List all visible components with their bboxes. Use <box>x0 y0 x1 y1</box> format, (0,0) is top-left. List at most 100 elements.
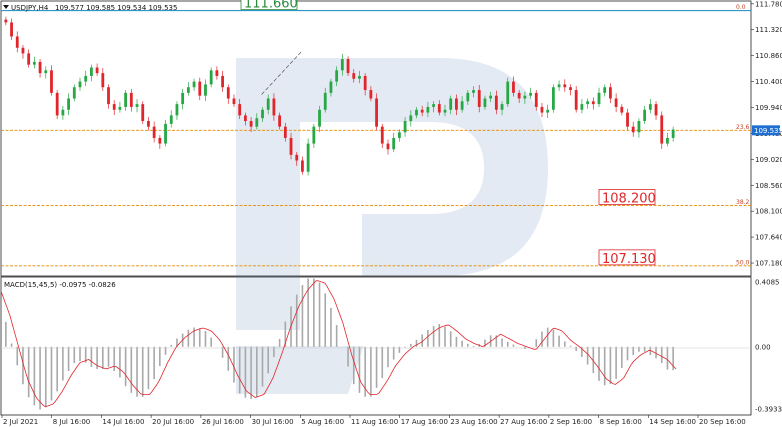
candle-bear <box>10 22 13 37</box>
level-price-label: 111.660 <box>244 0 298 12</box>
candle-bull <box>409 115 413 122</box>
time-tick-label: 2 Jul 2021 <box>3 418 38 426</box>
candle-bull <box>44 70 48 74</box>
candle-bull <box>84 75 88 82</box>
price-tick-label: 111.780 <box>755 0 782 8</box>
candle-bear <box>301 160 304 172</box>
price-panel[interactable] <box>0 0 752 277</box>
candle-bear <box>369 90 373 99</box>
time-tick-label: 23 Aug 16:00 <box>450 418 497 426</box>
candle-bear <box>21 47 25 54</box>
candle-bear <box>346 59 350 74</box>
candle-bull <box>61 109 65 116</box>
candle-bull <box>78 81 82 88</box>
candle-bear <box>380 126 384 144</box>
candle-bear <box>147 121 150 127</box>
candle-bull <box>648 104 652 110</box>
candle-bear <box>614 98 618 107</box>
candle-bear <box>112 104 116 110</box>
fib-ratio-label: 38.2 <box>736 199 750 206</box>
candle-bull <box>306 143 310 172</box>
price-tick-label: 107.180 <box>755 260 782 268</box>
candle-bull <box>358 75 361 79</box>
candle-bull <box>135 104 139 107</box>
candle-bull <box>403 121 407 133</box>
candle-bull <box>266 98 270 110</box>
candle-bear <box>494 95 498 110</box>
price-tick-label: 109.020 <box>755 156 782 164</box>
candle-bear <box>278 115 282 127</box>
candle-bull <box>472 90 475 93</box>
candle-bull <box>312 126 316 144</box>
candle-bear <box>386 143 390 150</box>
chevron-down-icon[interactable] <box>3 5 9 9</box>
level-price-box <box>240 0 298 10</box>
candle-bear <box>152 126 156 138</box>
time-tick-label: 20 Sep 16:00 <box>699 418 746 426</box>
candle-bear <box>477 90 481 107</box>
candle-bull <box>335 70 339 82</box>
candle-bear <box>517 92 521 99</box>
candle-bear <box>38 61 42 74</box>
candle-bull <box>586 101 589 105</box>
watermark-logo <box>236 58 548 394</box>
candle-bull <box>415 109 418 116</box>
candle-bear <box>215 70 219 76</box>
last-price-value: 109.535 <box>754 127 782 135</box>
price-tick-label: 108.560 <box>755 182 782 190</box>
candle-bear <box>295 154 299 161</box>
candle-bull <box>666 137 669 144</box>
macd-tick-label: -0.3933 <box>755 406 782 414</box>
fib-ratio-label: 50.0 <box>736 259 750 266</box>
time-tick-label: 20 Jul 16:00 <box>152 418 194 426</box>
candle-bull <box>603 87 607 93</box>
candle-bear <box>626 112 629 127</box>
time-tick-label: 2 Sep 16:00 <box>550 418 592 426</box>
candle-bear <box>591 101 595 105</box>
macd-tick-label: 0.4085 <box>755 278 780 286</box>
macd-panel[interactable] <box>0 276 752 416</box>
candle-bear <box>363 75 367 91</box>
candle-bull <box>90 67 93 76</box>
candle-bull <box>671 129 675 138</box>
candle-bear <box>50 70 53 93</box>
macd-signal-line <box>0 280 677 408</box>
candle-bear <box>375 98 378 127</box>
candle-bull <box>175 104 179 116</box>
candle-bear <box>238 104 242 116</box>
time-tick-label: 14 Jul 16:00 <box>102 418 144 426</box>
candle-bull <box>181 92 185 105</box>
fib-ratio-label: 0.0 <box>736 4 746 11</box>
candlesticks <box>4 16 675 176</box>
macd-histogram <box>5 278 674 410</box>
candle-bear <box>198 81 202 96</box>
fib-ratio-label: 23.6 <box>736 124 750 131</box>
level-price-box <box>598 189 656 205</box>
candle-bear <box>95 67 99 74</box>
candle-bull <box>443 109 447 113</box>
candle-bear <box>654 104 658 116</box>
time-tick-label: 5 Aug 16:00 <box>301 418 344 426</box>
candle-bear <box>129 92 133 107</box>
candle-bear <box>158 137 162 144</box>
candle-bull <box>426 106 430 113</box>
candle-bull <box>318 109 321 127</box>
time-tick-label: 14 Sep 16:00 <box>649 418 696 426</box>
candle-bull <box>506 81 510 105</box>
time-tick-label: 26 Jul 16:00 <box>202 418 244 426</box>
candle-bear <box>243 115 247 122</box>
candle-bear <box>232 98 236 105</box>
candle-bull <box>32 61 36 65</box>
candle-bull <box>67 98 70 110</box>
candle-bull <box>466 92 470 102</box>
quote-values: 109.577 109.585 109.534 109.535 <box>55 4 177 12</box>
time-tick-label: 27 Aug 16:00 <box>500 418 547 426</box>
candle-bull <box>500 104 504 110</box>
candle-bull <box>460 101 464 110</box>
candle-bull <box>529 92 532 96</box>
candle-bear <box>540 106 544 113</box>
price-tick-label: 110.400 <box>755 78 782 86</box>
candle-bull <box>489 95 493 99</box>
candle-bear <box>574 90 578 110</box>
